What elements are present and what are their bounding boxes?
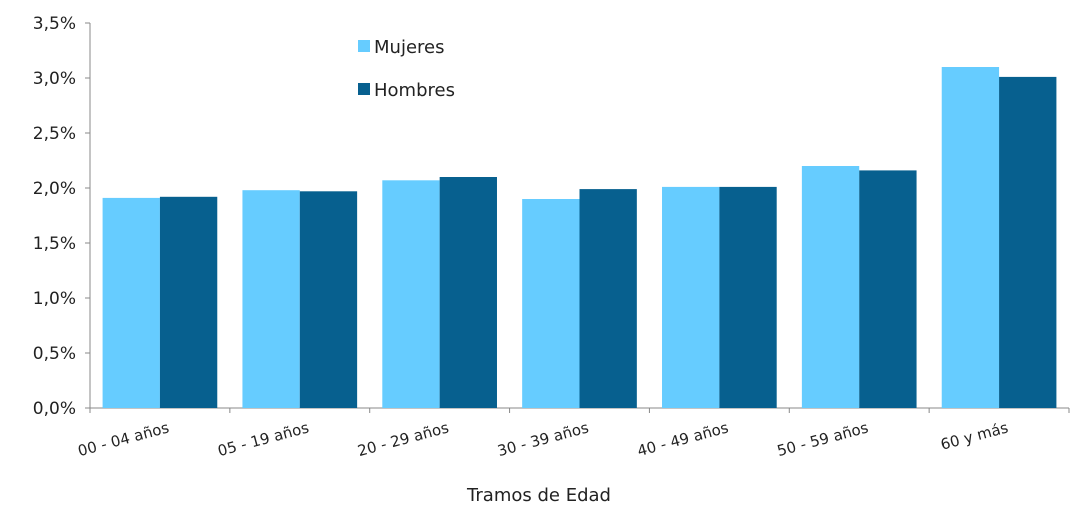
x-tick-label: 50 - 59 años: [775, 418, 870, 460]
x-axis: 00 - 04 años 05 - 19 años 20 - 29 años 30 -…: [76, 407, 1070, 460]
legend-swatch-mujeres: [358, 40, 370, 52]
bar-mujeres: [102, 197, 160, 408]
legend-label-hombres: Hombres: [374, 80, 455, 101]
y-tick-label: 3,0%: [33, 69, 76, 89]
bar-mujeres: [801, 166, 860, 408]
bar-mujeres: [382, 180, 440, 408]
x-tick-label: 00 - 04 años: [76, 418, 171, 460]
bar-mujeres: [242, 190, 300, 408]
y-tick-label: 1,0%: [33, 289, 76, 309]
legend: Mujeres Hombres: [358, 37, 455, 101]
bar-mujeres: [941, 67, 1000, 408]
x-tick-label: 40 - 49 años: [635, 418, 730, 460]
bar-hombres: [859, 170, 917, 408]
bar-hombres: [579, 189, 637, 408]
legend-swatch-hombres: [358, 83, 370, 95]
x-tick-label: 60 y más: [939, 418, 1011, 453]
x-axis-title: Tramos de Edad: [466, 485, 611, 506]
y-tick-label: 3,5%: [33, 14, 76, 34]
y-axis: 0,0% 0,5% 1,0% 1,5% 2,0% 2,5% 3,0% 3,5%: [33, 14, 91, 419]
bar-hombres: [439, 177, 497, 408]
bar-hombres: [999, 76, 1057, 409]
bars: [102, 67, 1057, 409]
bar-mujeres: [662, 186, 720, 408]
bar-hombres: [159, 196, 218, 408]
x-tick-label: 30 - 39 años: [495, 418, 590, 460]
x-tick-label: 05 - 19 años: [216, 418, 311, 460]
y-tick-label: 0,0%: [33, 399, 76, 419]
bar-mujeres: [522, 199, 580, 408]
y-tick-label: 1,5%: [33, 234, 76, 254]
x-tick-label: 20 - 29 años: [356, 418, 451, 460]
bar-hombres: [719, 186, 777, 408]
y-tick-label: 0,5%: [33, 344, 76, 364]
y-tick-label: 2,5%: [33, 124, 76, 144]
legend-label-mujeres: Mujeres: [374, 37, 444, 58]
y-tick-label: 2,0%: [33, 179, 76, 199]
bar-hombres: [299, 191, 358, 408]
